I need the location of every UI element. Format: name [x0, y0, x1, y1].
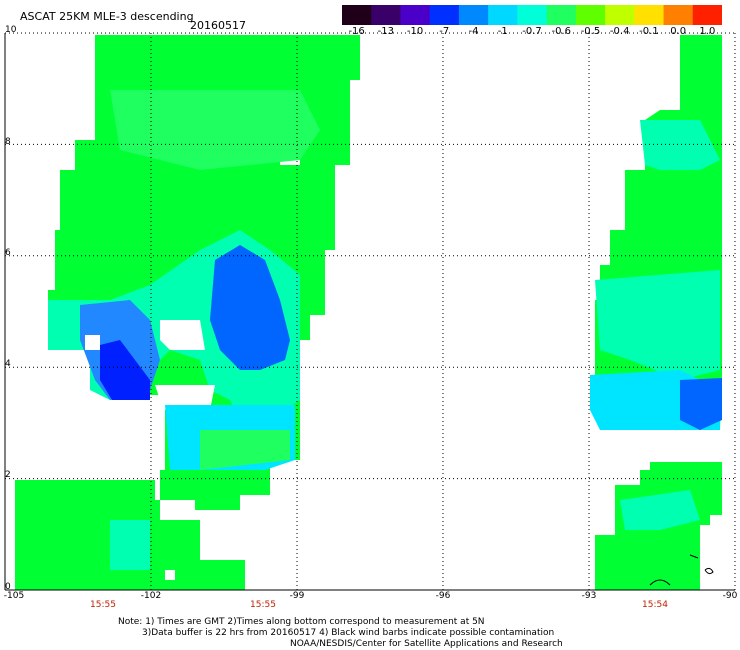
colorbar-swatch [546, 5, 577, 25]
footer-note-2: 3)Data buffer is 22 hrs from 20160517 4)… [142, 628, 555, 638]
y-axis-label: 8 [5, 137, 11, 147]
coastline [649, 554, 714, 586]
left-swath-deep-blue [100, 340, 150, 400]
colorbar-swatch [663, 5, 694, 25]
time-label: 15:55 [90, 600, 116, 610]
x-axis-label: -105 [3, 591, 25, 601]
colorbar-label: -0.1 [639, 26, 659, 37]
colorbar-label: -0.4 [609, 26, 630, 37]
colorbar-swatch [400, 5, 431, 25]
colorbar-swatch [517, 5, 548, 25]
colorbar-swatch [429, 5, 460, 25]
colorbar-swatch [605, 5, 635, 25]
colorbar-label: -0.7 [522, 26, 542, 37]
left-swath-lower-green [200, 430, 290, 470]
footer-note-3: NOAA/NESDIS/Center for Satellite Applica… [290, 639, 563, 649]
left-swath-top-tint [110, 90, 320, 170]
colorbar-swatch [458, 5, 489, 25]
swath-map [4, 32, 736, 591]
colorbar-swatch [342, 5, 372, 25]
right-swath-top-cyan [640, 120, 720, 170]
data-gap [160, 320, 205, 350]
x-axis-label: -96 [435, 591, 451, 601]
colorbar-label: -16 [348, 26, 365, 37]
colorbar-label: -0.5 [580, 26, 601, 37]
data-gap [165, 570, 175, 580]
time-label: 15:55 [250, 600, 276, 610]
data-gap [85, 335, 100, 350]
x-axis-label: -93 [581, 591, 597, 601]
colorbar-swatch [692, 5, 722, 25]
colorbar-swatch [488, 5, 518, 25]
colorbar-labels: -16 -13 -10 -7 -4 -1 -0.7 -0.6 -0.5 -0.4 -0.1 0.0 1.… [0, 26, 740, 40]
colorbar-label: -7 [439, 26, 450, 37]
y-axis-label: 0 [5, 582, 11, 592]
colorbar-label: -1 [497, 26, 508, 37]
chart-date: 20160517 [190, 19, 246, 32]
y-axis-label: 2 [5, 470, 11, 480]
time-label: 15:54 [642, 600, 668, 610]
colorbar-label: -13 [377, 26, 395, 37]
data-gap [155, 385, 215, 410]
right-swath-mid-cyan [595, 270, 720, 380]
x-axis-label: -102 [140, 591, 162, 601]
bottom-left-cyan [110, 520, 150, 570]
colorbar [342, 5, 722, 25]
y-axis-label: 10 [5, 25, 17, 35]
bottom-right-cyan [620, 490, 700, 530]
colorbar-label: -10 [406, 26, 424, 37]
colorbar-label: 1.0 [699, 26, 716, 37]
right-swath-blue [680, 378, 722, 430]
colorbar-swatch [371, 5, 401, 25]
chart-title: ASCAT 25KM MLE-3 descending [20, 10, 194, 23]
colorbar-label: -0.6 [551, 26, 571, 37]
colorbar-swatch [634, 5, 665, 25]
colorbar-label: -4 [468, 26, 479, 37]
footer-note-1: Note: 1) Times are GMT 2)Times along bot… [118, 617, 485, 627]
colorbar-label: 0.0 [670, 26, 687, 37]
y-axis-label: 6 [5, 248, 11, 258]
left-swath-blue-core [210, 245, 290, 370]
y-axis-label: 4 [5, 359, 11, 369]
colorbar-swatch [575, 5, 606, 25]
x-axis-label: -99 [289, 591, 305, 601]
x-axis-label: -90 [722, 591, 738, 601]
